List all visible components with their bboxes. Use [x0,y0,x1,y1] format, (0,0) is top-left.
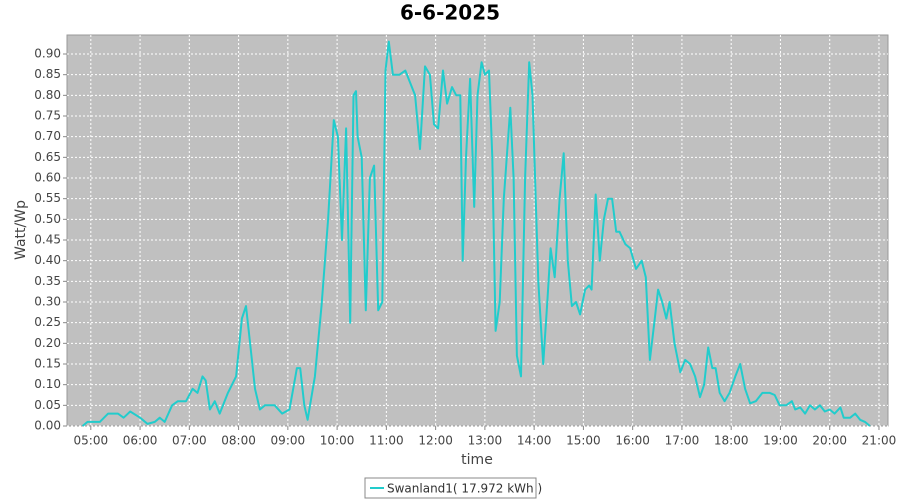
y-tick-label: 0.75 [34,109,61,123]
x-tick-label: 08:00 [221,434,256,448]
x-tick-label: 10:00 [320,434,355,448]
x-tick-label: 11:00 [369,434,404,448]
data-line [81,40,871,427]
y-tick-label: 0.80 [34,88,61,102]
x-tick-label: 16:00 [615,434,650,448]
y-tick-label: 0.10 [34,377,61,391]
x-tick-label: 13:00 [468,434,503,448]
x-tick-label: 06:00 [123,434,158,448]
x-tick-label: 21:00 [862,434,897,448]
x-tick-label: 12:00 [418,434,453,448]
legend-label: Swanland1( 17.972 kWh ) [387,482,542,496]
y-tick-label: 0.85 [34,67,61,81]
y-tick-label: 0.15 [34,357,61,371]
y-tick-label: 0.25 [34,315,61,329]
y-tick-label: 0.90 [34,47,61,61]
x-tick-label: 14:00 [517,434,552,448]
y-tick-label: 0.60 [34,171,61,185]
y-tick-label: 0.30 [34,295,61,309]
x-tick-label: 09:00 [271,434,306,448]
y-tick-label: 0.00 [34,419,61,433]
y-tick-label: 0.35 [34,274,61,288]
x-tick-label: 20:00 [812,434,847,448]
y-axis-label: Watt/Wp [13,200,29,260]
x-axis-label: time [461,452,493,468]
y-tick-label: 0.05 [34,398,61,412]
x-tick-label: 15:00 [566,434,601,448]
x-tick-label: 07:00 [172,434,207,448]
y-tick-label: 0.70 [34,129,61,143]
y-tick-label: 0.55 [34,191,61,205]
y-tick-label: 0.40 [34,253,61,267]
x-tick-label: 17:00 [665,434,700,448]
chart-title: 6-6-2025 [400,1,500,25]
y-tick-label: 0.50 [34,212,61,226]
x-tick-label: 18:00 [714,434,749,448]
y-tick-label: 0.20 [34,336,61,350]
y-tick-label: 0.45 [34,233,61,247]
legend-box [364,477,537,499]
y-tick-label: 0.65 [34,150,61,164]
x-tick-label: 05:00 [74,434,109,448]
x-tick-label: 19:00 [763,434,798,448]
